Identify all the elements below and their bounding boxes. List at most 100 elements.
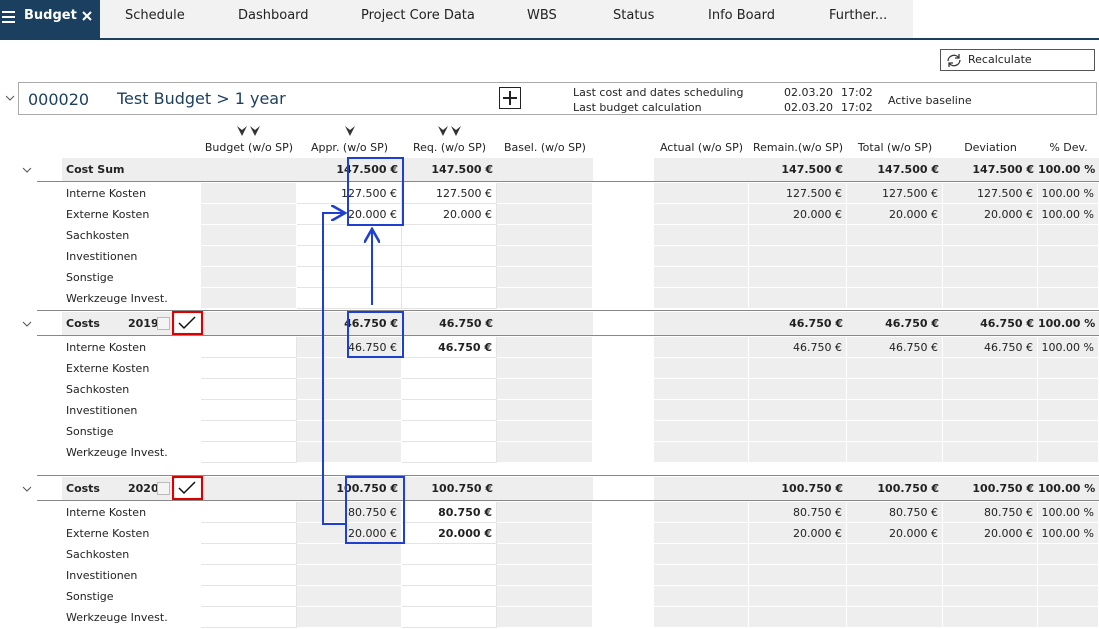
total-cell: 46.750 €: [885, 317, 939, 330]
recalc-icon: [947, 54, 961, 67]
cell: [402, 358, 497, 379]
cell: [297, 379, 402, 400]
checkbox-checked[interactable]: [175, 313, 201, 333]
cell: 20.000 €: [749, 204, 847, 225]
row-label: Werkzeuge Invest.: [66, 446, 168, 459]
cell: [654, 502, 749, 523]
cell: [497, 586, 593, 607]
tab[interactable]: Schedule: [125, 8, 185, 23]
cell: [402, 400, 497, 421]
tab-bar: [0, 0, 913, 38]
cell: [654, 183, 749, 204]
info-label: Last budget calculation: [573, 101, 702, 114]
collapse-chevron[interactable]: [4, 93, 16, 103]
cell: [297, 267, 402, 288]
column-header: Req. (w/o SP): [412, 141, 487, 154]
cell: [749, 358, 847, 379]
checkbox-disabled: [157, 317, 170, 330]
info-label: Last cost and dates scheduling: [573, 86, 744, 99]
checkbox-disabled: [157, 482, 170, 495]
cell: [847, 586, 943, 607]
tab[interactable]: Info Board: [708, 8, 775, 23]
cell: [1038, 400, 1099, 421]
cell: [402, 565, 497, 586]
column-header: Appr. (w/o SP): [310, 141, 389, 154]
row-label: Investitionen: [66, 569, 138, 582]
row-label: Externe Kosten: [66, 208, 150, 221]
project-name: Test Budget > 1 year: [117, 89, 286, 108]
total-cell: 46.750 €: [980, 317, 1034, 330]
total-cell: 100.00 %: [1038, 482, 1096, 495]
total-cell: 46.750 €: [439, 317, 493, 330]
tab[interactable]: Budget: [24, 8, 77, 23]
section-band: [62, 158, 593, 181]
total-cell: 147.500 €: [972, 163, 1034, 176]
column-header: % Dev.: [1049, 141, 1088, 154]
cell: 100.00 %: [1038, 183, 1099, 204]
section-line: [37, 500, 1099, 501]
section-label: Costs: [66, 317, 100, 330]
cell: [1038, 358, 1099, 379]
cell: [201, 421, 297, 442]
section-line: [37, 181, 1099, 182]
cell: [1038, 379, 1099, 400]
cell: [654, 523, 749, 544]
cell: [402, 421, 497, 442]
section-line: [37, 475, 1099, 476]
cell: [201, 607, 297, 628]
cell: [1038, 288, 1099, 309]
row-label: Externe Kosten: [66, 527, 150, 540]
cell: [943, 246, 1038, 267]
cell: [402, 442, 497, 463]
row-label: Sonstige: [66, 590, 114, 603]
tab[interactable]: WBS: [527, 8, 557, 23]
section-toggle[interactable]: [21, 484, 33, 494]
cell: [749, 421, 847, 442]
recalculate-label: Recalculate: [968, 53, 1032, 66]
filter-icon[interactable]: [344, 125, 370, 137]
cell: [943, 358, 1038, 379]
cell: [297, 225, 402, 246]
cell: 80.750 €: [402, 502, 497, 523]
tab[interactable]: Project Core Data: [361, 8, 475, 23]
row-label: Investitionen: [66, 250, 138, 263]
column-header: Basel. (w/o SP): [504, 141, 586, 154]
cell: [297, 442, 402, 463]
cell: [1038, 544, 1099, 565]
cell: [297, 400, 402, 421]
cell: [402, 544, 497, 565]
cell: [497, 337, 593, 358]
cell: [201, 183, 297, 204]
cell: [749, 565, 847, 586]
cell: [749, 379, 847, 400]
cell: [749, 267, 847, 288]
active-tab-icons: [2, 11, 92, 23]
cell: [943, 544, 1038, 565]
cell: [201, 379, 297, 400]
section-toggle[interactable]: [21, 319, 33, 329]
filter-icon[interactable]: [236, 125, 262, 137]
cell: [201, 267, 297, 288]
recalculate-button[interactable]: Recalculate: [940, 49, 1095, 71]
cell: [847, 607, 943, 628]
cell: [1038, 586, 1099, 607]
row-label: Sachkosten: [66, 383, 130, 396]
section-band: [654, 312, 1099, 335]
total-cell: 147.500 €: [877, 163, 939, 176]
tab[interactable]: Further...: [829, 8, 888, 23]
cell: [201, 204, 297, 225]
cell: [943, 267, 1038, 288]
total-cell: 46.750 €: [789, 317, 843, 330]
cell: [847, 288, 943, 309]
section-toggle[interactable]: [21, 165, 33, 175]
checkbox-checked[interactable]: [175, 478, 201, 498]
add-button[interactable]: [499, 87, 522, 110]
cell: [943, 565, 1038, 586]
row-label: Interne Kosten: [66, 341, 147, 354]
cell: [402, 288, 497, 309]
filter-icon[interactable]: [437, 125, 463, 137]
cell: [497, 358, 593, 379]
tab[interactable]: Status: [613, 8, 655, 23]
cell: 20.000 €: [402, 523, 497, 544]
tab[interactable]: Dashboard: [238, 8, 309, 23]
